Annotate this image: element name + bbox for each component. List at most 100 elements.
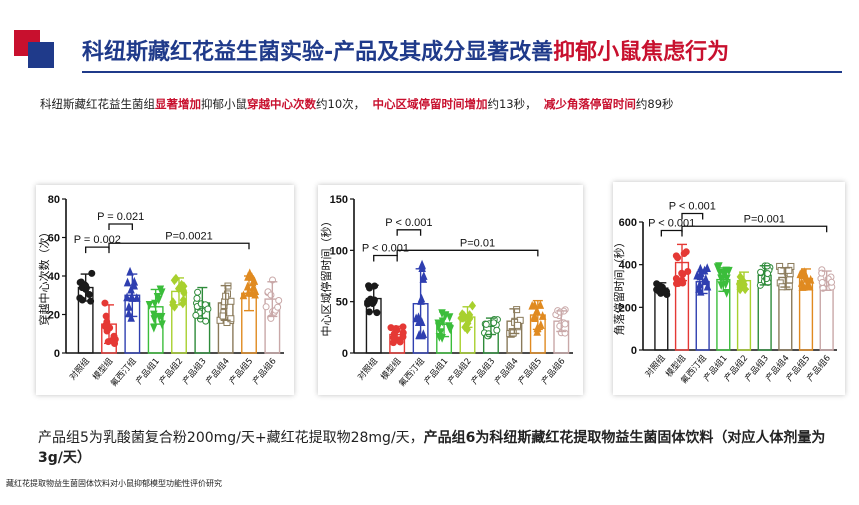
x-tick-label: 对照组 <box>67 355 92 382</box>
chart-panel-center-time: 0 50 100 150 中心区域停留时间（秒） 对照组 模型组 氟西汀组 产品组1 产品组2 产品… <box>318 185 583 395</box>
significance-label: P < 0.001 <box>648 218 695 230</box>
data-point <box>102 312 110 320</box>
data-point <box>419 329 428 339</box>
x-tick-label: 产品组4 <box>492 356 520 387</box>
title-divider <box>82 71 842 73</box>
data-point <box>126 266 134 276</box>
data-point <box>695 284 703 293</box>
data-point <box>722 288 731 298</box>
data-point <box>715 262 723 272</box>
data-point <box>151 299 159 309</box>
bottom-note: 产品组5为乳酸菌复合粉200mg/天+藏红花提取物28mg/天，产品组6为科纽斯… <box>38 428 828 468</box>
x-tick-label: 产品组1 <box>422 356 450 387</box>
data-point <box>513 306 521 314</box>
summary-s2: 显著增加 <box>155 97 201 111</box>
data-point <box>696 279 704 289</box>
summary-s1: 科纽斯藏红花益生菌组 <box>40 97 155 111</box>
y-tick-label: 80 <box>48 194 60 206</box>
data-point <box>684 267 692 275</box>
y-tick-label: 200 <box>619 302 637 314</box>
data-point <box>721 280 730 290</box>
data-point <box>531 313 539 323</box>
data-point <box>736 271 744 282</box>
y-tick-label: 400 <box>619 260 637 272</box>
significance-bracket <box>681 225 828 233</box>
data-point <box>248 277 257 287</box>
data-point <box>514 321 522 329</box>
x-tick-label: 对照组 <box>643 352 668 379</box>
data-point <box>418 259 426 269</box>
page-title: 科纽斯藏红花益生菌实验-产品及其成分显著改善抑郁小鼠焦虑行为 <box>82 34 729 66</box>
title-part2: 抑郁小鼠焦虑行为 <box>553 40 730 65</box>
data-point <box>468 300 477 311</box>
brand-logo <box>14 30 54 70</box>
y-tick-label: 0 <box>342 348 348 360</box>
data-point <box>364 298 372 306</box>
data-point <box>445 313 454 323</box>
data-point <box>145 301 154 310</box>
data-point <box>653 280 661 288</box>
data-point <box>717 274 725 284</box>
data-point <box>533 326 541 336</box>
summary-line: 科纽斯藏红花益生菌组显著增加抑郁小鼠穿越中心次数约10次， 中心区域停留时间增加… <box>40 96 674 112</box>
data-point <box>150 315 159 324</box>
significance-label: P=0.01 <box>460 237 495 249</box>
data-point <box>227 315 235 323</box>
summary-s9: 约89秒 <box>635 97 674 111</box>
x-tick-label: 产品组5 <box>516 356 544 387</box>
data-point <box>818 279 826 287</box>
x-tick-label: 产品组2 <box>157 356 185 387</box>
significance-bracket <box>396 229 422 236</box>
significance-label: P < 0.001 <box>362 242 409 254</box>
data-point <box>88 269 96 277</box>
data-point <box>169 300 177 310</box>
data-point <box>194 288 202 296</box>
significance-label: P=0.001 <box>744 213 785 225</box>
data-point <box>722 266 730 276</box>
footnote: 藏红花提取物益生菌固体饮料对小鼠抑郁模型功能性评价研究 <box>6 479 222 488</box>
summary-s6: 中心区域停留时间增加 <box>372 97 488 111</box>
data-point <box>249 282 258 292</box>
y-axis-label: 角落停留时间（秒） <box>613 237 626 336</box>
y-tick-label: 20 <box>48 310 60 322</box>
significance-label: P < 0.001 <box>385 217 432 229</box>
y-axis-label: 中心区域停留时间（秒） <box>319 216 333 337</box>
data-point <box>179 285 187 296</box>
data-point <box>127 292 136 302</box>
data-point <box>757 268 765 276</box>
data-point <box>485 330 493 338</box>
summary-s8: 减少角落停留时间 <box>543 97 636 111</box>
y-tick-label: 0 <box>631 345 637 357</box>
summary-s4: 穿越中心次数 <box>247 97 316 111</box>
x-tick-label: 产品组5 <box>227 356 255 387</box>
data-point <box>493 326 501 334</box>
title-part1: 科纽斯藏红花益生菌实验-产品及其成分显著改善 <box>82 40 554 65</box>
data-point <box>274 303 282 311</box>
summary-s3: 抑郁小鼠 <box>201 97 247 111</box>
data-point <box>703 281 712 291</box>
data-point <box>179 295 187 305</box>
y-tick-label: 600 <box>619 217 637 229</box>
x-tick-label: 产品组1 <box>134 356 162 387</box>
data-point <box>528 300 536 310</box>
chart-corner-time: 0200400600角落停留时间（秒）对照组模型组氟西汀组产品组1产品组2产品组… <box>613 200 837 386</box>
data-point <box>193 294 201 302</box>
data-point <box>125 301 133 311</box>
data-point <box>102 321 110 329</box>
significance-label: P=0.0021 <box>165 230 212 242</box>
data-point <box>157 312 166 322</box>
data-point <box>123 277 132 287</box>
data-point <box>373 309 381 317</box>
data-point <box>396 338 404 346</box>
data-point <box>561 320 569 328</box>
data-point <box>458 309 466 319</box>
summary-s7: 约13秒， <box>487 97 537 111</box>
data-point <box>244 287 253 297</box>
data-point <box>786 276 794 284</box>
data-point <box>420 271 428 280</box>
y-tick-label: 40 <box>48 271 60 283</box>
data-point <box>702 274 710 283</box>
data-point <box>204 305 212 313</box>
